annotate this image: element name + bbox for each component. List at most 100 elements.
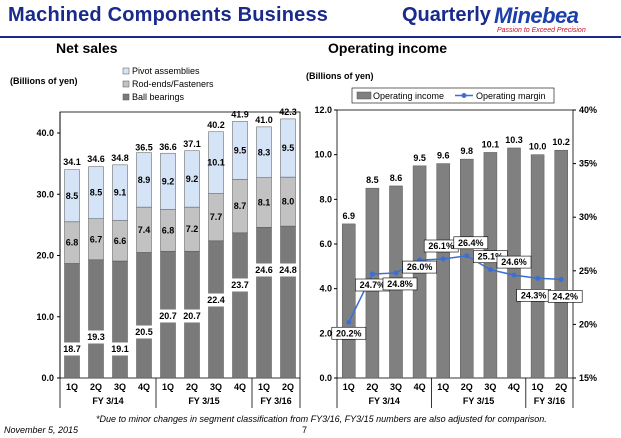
net-sales-bar-segment	[232, 232, 248, 379]
net-sales-bar-segment	[256, 126, 272, 178]
net-sales-bar-segment	[136, 152, 152, 208]
op-margin-y2-tick-label: 20%	[579, 319, 597, 329]
op-income-value-label: 10.1	[482, 139, 500, 149]
op-income-x-tick-label: 1Q	[343, 382, 355, 392]
net-sales-total-label: 42.3	[279, 107, 297, 117]
net-sales-legend-swatch	[122, 67, 130, 75]
net-sales-x-tick-label: 2Q	[186, 382, 198, 392]
net-sales-value-box	[61, 342, 83, 356]
op-margin-value-label: 24.7%	[360, 280, 386, 290]
footnote: *Due to minor changes in segment classif…	[96, 414, 547, 424]
op-income-y-tick-label: 6.0	[319, 239, 332, 249]
net-sales-value-label: 7.7	[210, 212, 223, 222]
net-sales-value-label: 6.7	[90, 234, 103, 244]
net-sales-x-tick-label: 2Q	[90, 382, 102, 392]
net-sales-bar-segment	[160, 152, 176, 210]
net-sales-value-label: 20.5	[135, 327, 153, 337]
net-sales-bar-segment	[208, 131, 224, 194]
op-income-value-label: 9.6	[437, 151, 450, 161]
net-sales-bar-segment	[88, 166, 104, 219]
net-sales-group-label: FY 3/15	[188, 396, 219, 406]
op-income-x-tick-label: 1Q	[532, 382, 544, 392]
op-margin-value-label: 20.2%	[336, 328, 362, 338]
net-sales-group-label: FY 3/16	[260, 396, 291, 406]
op-margin-value-box	[547, 290, 583, 303]
op-income-y-tick-label: 8.0	[319, 194, 332, 204]
net-sales-bar-segment	[184, 150, 200, 208]
net-sales-value-label: 23.7	[231, 280, 249, 290]
net-sales-value-label: 8.9	[138, 175, 151, 185]
op-income-value-label: 6.9	[343, 211, 356, 221]
op-income-ylabel: (Billions of yen)	[306, 71, 374, 81]
op-income-bar	[436, 163, 450, 379]
op-income-legend-box	[351, 87, 555, 104]
op-margin-value-box	[496, 255, 532, 269]
net-sales-total-label: 36.5	[135, 142, 153, 152]
op-margin-legend-marker	[461, 93, 467, 98]
op-income-group-label: FY 3/14	[369, 396, 400, 406]
net-sales-legend-label: Pivot assemblies	[132, 66, 200, 76]
op-margin-point	[369, 271, 375, 277]
op-margin-value-label: 24.6%	[501, 257, 527, 267]
net-sales-total-label: 40.2	[207, 120, 225, 130]
period-label: Quarterly	[402, 4, 491, 26]
net-sales-value-box	[133, 325, 155, 339]
op-margin-value-label: 26.4%	[458, 238, 484, 248]
op-margin-point	[511, 272, 517, 278]
net-sales-total-label: 37.1	[183, 139, 201, 149]
op-income-x-tick-label: 1Q	[437, 382, 449, 392]
net-sales-y-tick-label: 0.0	[41, 373, 54, 383]
net-sales-value-box	[229, 278, 251, 292]
op-income-x-tick-label: 2Q	[461, 382, 473, 392]
op-margin-value-box	[331, 326, 367, 340]
op-income-x-tick-label: 3Q	[484, 382, 496, 392]
net-sales-legend-label: Rod-ends/Fasteners	[132, 79, 214, 89]
net-sales-plot-frame	[59, 111, 301, 379]
net-sales-bar-segment	[280, 225, 296, 379]
op-income-x-tick-label: 2Q	[555, 382, 567, 392]
op-income-value-label: 9.8	[461, 146, 474, 156]
op-margin-value-label: 26.1%	[428, 241, 454, 251]
net-sales-x-tick-label: 2Q	[282, 382, 294, 392]
net-sales-bar-segment	[232, 121, 248, 180]
net-sales-x-tick-label: 1Q	[258, 382, 270, 392]
net-sales-value-box	[85, 330, 107, 344]
op-income-x-tick-label: 2Q	[366, 382, 378, 392]
op-margin-point	[487, 267, 493, 273]
net-sales-bar-segment	[208, 240, 224, 379]
net-sales-total-label: 36.6	[159, 142, 177, 152]
net-sales-x-tick-label: 3Q	[210, 382, 222, 392]
net-sales-bar-segment	[136, 252, 152, 379]
net-sales-y-tick-label: 30.0	[36, 189, 54, 199]
net-sales-value-box	[181, 309, 203, 323]
op-income-bar	[554, 149, 568, 379]
net-sales-value-label: 8.7	[234, 201, 247, 211]
op-income-value-label: 10.0	[529, 142, 547, 152]
net-sales-value-label: 8.5	[66, 191, 79, 201]
net-sales-x-tick-label: 4Q	[138, 382, 150, 392]
op-margin-y2-tick-label: 30%	[579, 212, 597, 222]
net-sales-value-label: 7.4	[138, 225, 151, 235]
op-margin-y2-tick-label: 40%	[579, 105, 597, 115]
net-sales-value-label: 9.2	[162, 176, 175, 186]
op-income-value-label: 10.2	[552, 137, 570, 147]
op-margin-point	[558, 276, 564, 282]
op-income-bar	[530, 154, 545, 379]
op-margin-y2-tick-label: 15%	[579, 373, 597, 383]
net-sales-value-label: 10.1	[207, 158, 225, 168]
op-income-legend-swatch	[356, 91, 372, 100]
brand-tagline: Passion to Exceed Precision	[497, 27, 586, 34]
op-margin-point	[346, 319, 352, 325]
op-margin-point	[440, 256, 446, 262]
net-sales-value-label: 6.8	[162, 225, 175, 235]
net-sales-y-tick-label: 10.0	[36, 312, 54, 322]
net-sales-legend-swatch	[122, 80, 130, 88]
net-sales-value-label: 22.4	[207, 295, 225, 305]
net-sales-value-label: 20.7	[183, 311, 201, 321]
op-margin-value-box	[382, 277, 418, 291]
op-margin-value-label: 24.8%	[387, 279, 413, 289]
op-margin-line	[348, 255, 562, 323]
op-margin-point	[393, 270, 399, 276]
net-sales-bar-segment	[88, 259, 104, 379]
op-income-x-tick-label: 4Q	[414, 382, 426, 392]
